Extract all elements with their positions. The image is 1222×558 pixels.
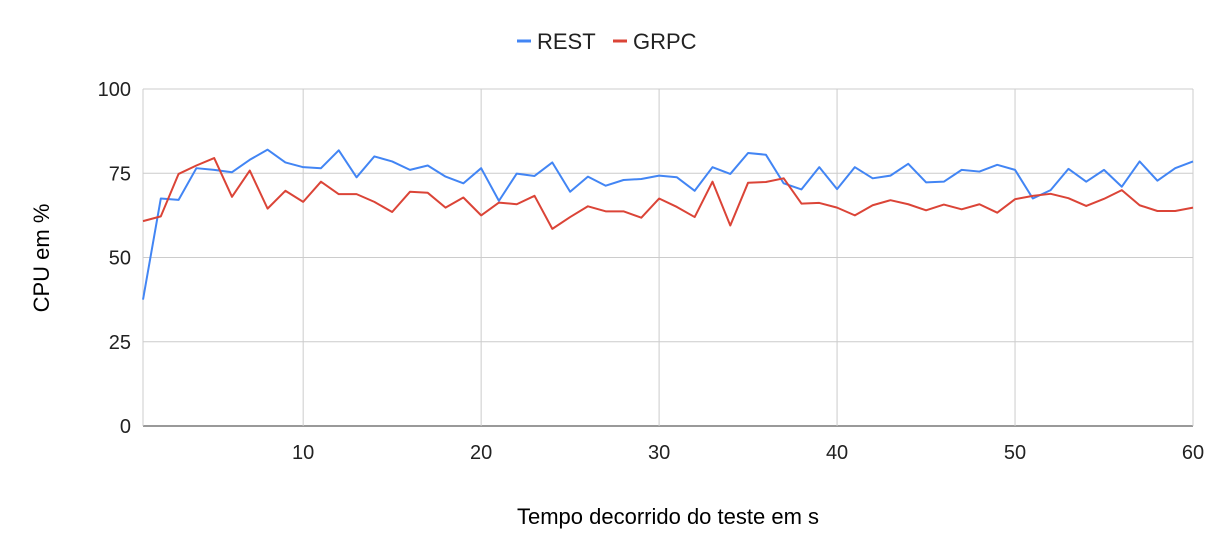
x-tick-label: 10	[292, 442, 314, 464]
y-tick-label: 25	[109, 332, 131, 354]
y-tick-label: 100	[98, 79, 131, 101]
x-axis-title: Tempo decorrido do teste em s	[517, 504, 819, 529]
x-tick-labels: 10 20 30 40 50 60	[292, 442, 1204, 464]
series-line-grpc	[142, 157, 1194, 230]
gridlines	[142, 88, 1194, 427]
y-axis-title: CPU em %	[29, 204, 54, 313]
legend-label-rest: REST	[537, 29, 596, 54]
legend: REST GRPC	[517, 29, 697, 54]
y-tick-label: 50	[109, 248, 131, 270]
x-tick-label: 20	[470, 442, 492, 464]
x-tick-label: 60	[1182, 442, 1204, 464]
y-tick-label: 0	[120, 416, 131, 438]
y-tick-label: 75	[109, 163, 131, 185]
x-tick-label: 30	[648, 442, 670, 464]
legend-label-grpc: GRPC	[633, 29, 697, 54]
y-tick-labels: 0 25 50 75 100	[98, 79, 131, 438]
x-tick-label: 50	[1004, 442, 1026, 464]
series-line-rest	[142, 148, 1194, 300]
x-tick-label: 40	[826, 442, 848, 464]
series-lines	[142, 148, 1194, 300]
